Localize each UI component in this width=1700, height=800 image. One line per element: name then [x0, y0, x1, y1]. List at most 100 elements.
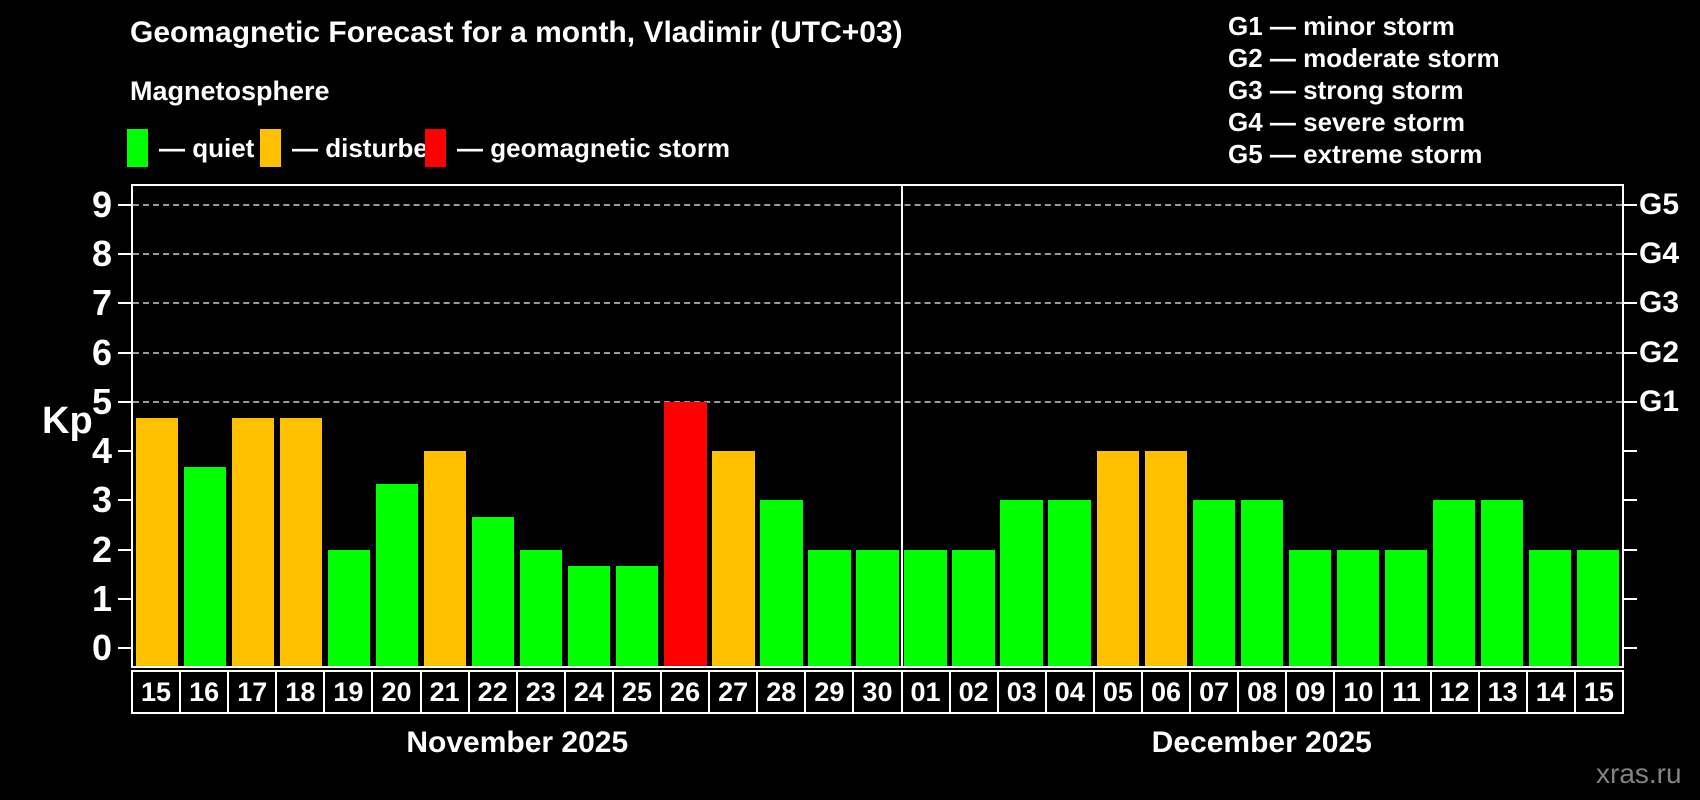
kp-bar-05: [1096, 451, 1139, 666]
g-legend-line: G5 — extreme storm: [1228, 139, 1483, 169]
kp-bar-19: [328, 549, 371, 666]
date-cell-24: 24: [563, 670, 614, 714]
month-separator-line: [900, 186, 903, 666]
y-axis-tick-left: [118, 647, 131, 650]
kp-bar-20: [376, 484, 419, 666]
y-axis-tick-right: [1624, 499, 1637, 502]
y-axis-tick-left: [118, 253, 131, 255]
g-axis-label-g4: G4: [1639, 237, 1680, 270]
g-legend-line: G4 — severe storm: [1228, 107, 1466, 137]
date-cell-21: 21: [419, 670, 470, 714]
y-axis-label-6: 6: [91, 331, 112, 373]
y-axis-tick-left: [118, 499, 131, 502]
y-axis-tick-left: [118, 203, 131, 206]
kp-bar-03: [1000, 500, 1043, 666]
g-axis-label-g5: G5: [1639, 187, 1680, 221]
kp-bar-02: [952, 549, 995, 666]
date-cell-02: 02: [948, 670, 999, 714]
kp-bar-15: [1576, 549, 1620, 666]
date-cell-28: 28: [756, 670, 807, 714]
watermark: xras.ru: [1596, 758, 1682, 789]
date-cell-15: 15: [131, 670, 182, 714]
g-legend-line: G1 — minor storm: [1228, 11, 1455, 41]
y-axis-tick-left: [118, 450, 131, 453]
storm-color-swatch: [425, 129, 446, 167]
y-axis-label-0: 0: [91, 627, 112, 669]
plot-area: [131, 184, 1624, 668]
y-axis-label-1: 1: [91, 577, 112, 619]
kp-bar-13: [1480, 500, 1524, 666]
date-cell-26: 26: [660, 670, 711, 714]
kp-bar-01: [904, 549, 947, 666]
date-cell-17: 17: [227, 670, 278, 714]
legend-item-storm: — geomagnetic storm: [425, 128, 730, 168]
date-cell-11: 11: [1381, 670, 1432, 714]
date-cell-13: 13: [1477, 670, 1528, 714]
kp-bar-06: [1144, 451, 1187, 666]
date-cell-29: 29: [804, 670, 855, 714]
kp-bar-10: [1336, 549, 1379, 666]
kp-bar-26: [664, 401, 707, 666]
y-axis-tick-left: [118, 597, 131, 600]
gridline-g3: [133, 302, 1622, 305]
y-axis-label-9: 9: [91, 183, 112, 225]
date-cell-18: 18: [275, 670, 326, 714]
kp-bar-08: [1240, 500, 1283, 666]
legend-label: — quiet: [159, 132, 255, 163]
y-axis-label-8: 8: [91, 233, 112, 274]
date-cell-12: 12: [1429, 670, 1480, 714]
chart-title: Geomagnetic Forecast for a month, Vladim…: [130, 16, 903, 49]
gridline-g5: [133, 203, 1622, 206]
g-legend-line: G3 — strong storm: [1228, 75, 1464, 105]
kp-bar-16: [183, 467, 227, 666]
y-axis-label-7: 7: [91, 282, 112, 324]
y-axis-tick-left: [118, 548, 131, 551]
y-axis-tick-left: [118, 302, 131, 305]
date-cell-10: 10: [1333, 670, 1384, 714]
date-cell-07: 07: [1189, 670, 1240, 714]
y-axis-label-3: 3: [91, 479, 112, 521]
gridline-g2: [133, 351, 1622, 354]
y-axis-tick-right: [1624, 400, 1637, 403]
y-axis-title: Kp: [42, 400, 93, 442]
date-cell-06: 06: [1140, 670, 1192, 714]
date-cell-25: 25: [611, 670, 663, 714]
kp-bar-04: [1048, 500, 1091, 666]
date-cell-27: 27: [708, 670, 759, 714]
g-axis-label-g3: G3: [1639, 286, 1680, 320]
chart-subtitle: Magnetosphere: [130, 76, 330, 106]
date-cell-16: 16: [179, 670, 230, 714]
kp-bar-27: [712, 451, 755, 666]
y-axis-tick-right: [1624, 548, 1637, 551]
y-axis-tick-right: [1624, 302, 1637, 305]
y-axis-label-5: 5: [91, 380, 112, 422]
y-axis-tick-right: [1624, 597, 1637, 600]
date-cell-08: 08: [1237, 670, 1288, 714]
kp-bar-12: [1432, 500, 1476, 666]
date-cell-14: 14: [1525, 670, 1576, 714]
kp-bar-30: [856, 549, 899, 666]
date-cell-15: 15: [1573, 670, 1624, 714]
kp-bar-22: [472, 516, 515, 666]
date-cell-05: 05: [1092, 670, 1143, 714]
g-scale-legend: G1 — minor storm G2 — moderate storm G3 — …: [1228, 10, 1500, 170]
y-axis-tick-right: [1624, 647, 1637, 650]
date-cell-22: 22: [467, 670, 518, 714]
y-axis-tick-right: [1624, 203, 1637, 206]
gridline-g4: [133, 253, 1622, 255]
legend-item-disturbed: — disturbed: [260, 128, 444, 168]
date-cell-23: 23: [515, 670, 566, 714]
x-axis-date-row: 15 16 17 18 19 20 21 22 23 24 25 26 27 28 29 30 01 02 03 04…: [131, 670, 1624, 714]
kp-bar-17: [231, 418, 275, 666]
date-cell-01: 01: [900, 670, 951, 714]
g-legend-line: G2 — moderate storm: [1228, 43, 1500, 73]
y-axis-tick-right: [1624, 351, 1637, 354]
g-axis-label-g2: G2: [1639, 335, 1680, 369]
month-label: December 2025: [1151, 726, 1372, 759]
month-label: November 2025: [406, 726, 629, 759]
kp-bar-28: [760, 500, 803, 666]
g-axis-label-g1: G1: [1639, 384, 1680, 418]
kp-bar-14: [1528, 549, 1572, 666]
kp-bar-25: [616, 565, 659, 666]
y-axis-tick-right: [1624, 253, 1637, 255]
